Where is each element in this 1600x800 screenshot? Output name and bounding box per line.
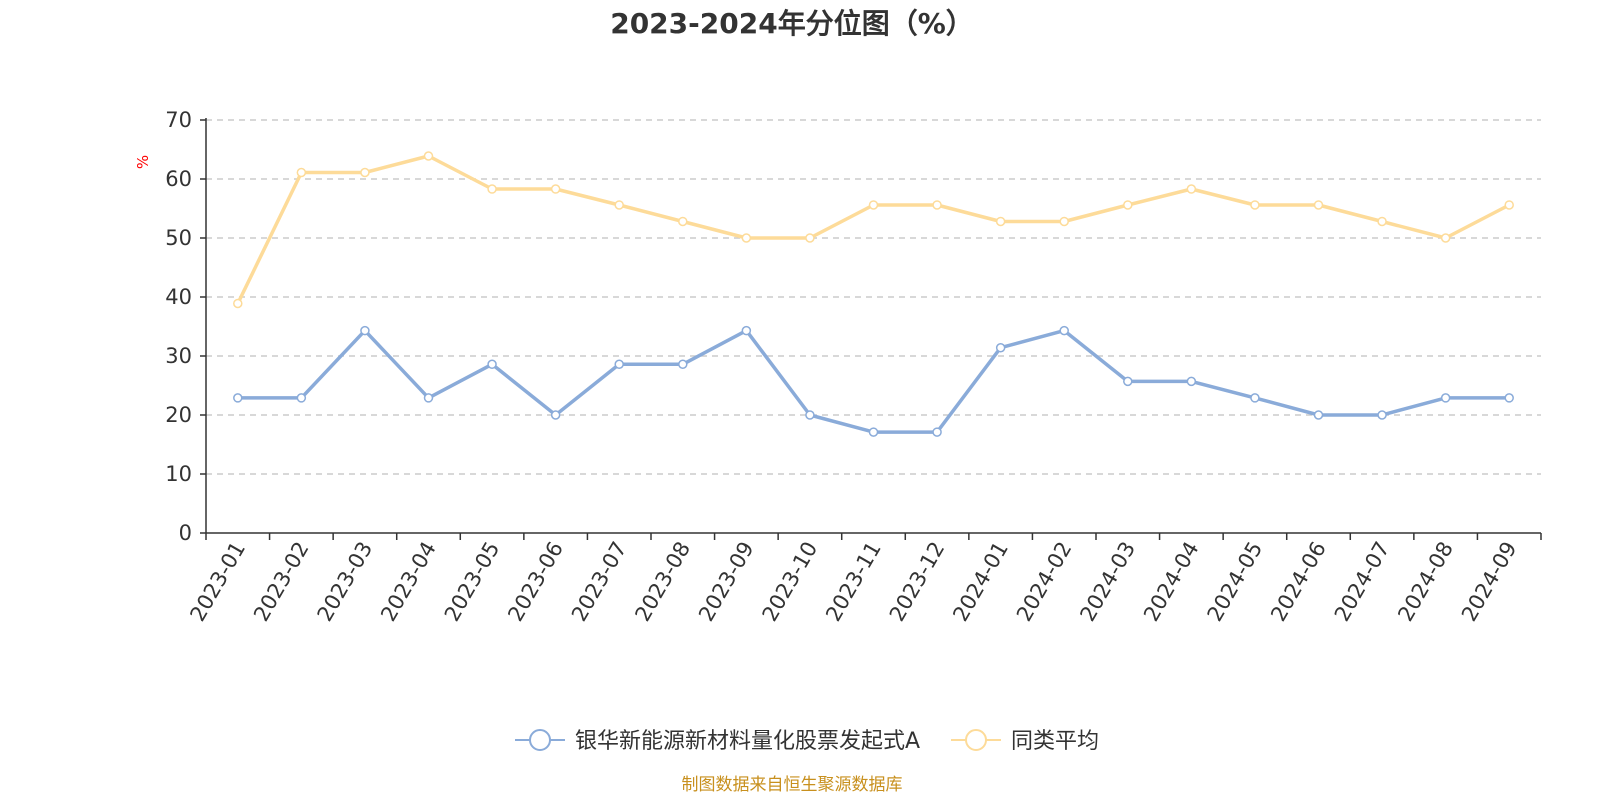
legend-marker-icon bbox=[965, 729, 987, 751]
data-point[interactable] bbox=[1186, 184, 1197, 194]
data-point[interactable] bbox=[423, 393, 434, 403]
data-point[interactable] bbox=[1059, 325, 1069, 336]
y-axis-ticks: 0 10 20 30 40 50 60 70 bbox=[165, 108, 206, 545]
series-layer bbox=[233, 151, 1514, 437]
y-tick-label: 30 bbox=[165, 344, 192, 368]
x-tick-label: 2023-09 bbox=[694, 538, 759, 626]
data-point[interactable] bbox=[614, 200, 624, 210]
data-point[interactable] bbox=[487, 359, 497, 370]
y-tick-label: 60 bbox=[165, 167, 192, 191]
data-point[interactable] bbox=[1440, 393, 1451, 403]
x-tick-label: 2024-06 bbox=[1266, 538, 1331, 626]
data-point[interactable] bbox=[678, 216, 688, 227]
data-point[interactable] bbox=[932, 427, 942, 437]
y-tick-label: 20 bbox=[165, 403, 192, 427]
data-point[interactable] bbox=[1186, 376, 1197, 387]
data-point[interactable] bbox=[805, 410, 815, 420]
x-tick-label: 2024-07 bbox=[1330, 538, 1395, 626]
y-axis-unit: % bbox=[134, 155, 152, 169]
x-tick-label: 2023-11 bbox=[821, 538, 886, 626]
x-tick-label: 2024-01 bbox=[948, 538, 1013, 626]
x-tick-label: 2023-12 bbox=[885, 538, 950, 626]
y-tick-label: 0 bbox=[179, 521, 192, 545]
grid-lines bbox=[206, 119, 1541, 475]
data-point[interactable] bbox=[550, 410, 561, 420]
legend-label: 银华新能源新材料量化股票发起式A bbox=[575, 729, 920, 754]
x-tick-label: 2024-09 bbox=[1457, 538, 1522, 626]
data-point[interactable] bbox=[1504, 200, 1514, 210]
data-point[interactable] bbox=[741, 325, 752, 336]
x-tick-label: 2023-07 bbox=[567, 538, 632, 626]
chart-title: 2023-2024年分位图（%） bbox=[610, 7, 974, 40]
data-point[interactable] bbox=[360, 325, 370, 336]
data-point[interactable] bbox=[614, 359, 624, 370]
data-point[interactable] bbox=[995, 216, 1006, 227]
data-point[interactable] bbox=[360, 167, 370, 178]
series-0 bbox=[233, 325, 1514, 437]
legend[interactable]: 银华新能源新材料量化股票发起式A 同类平均 bbox=[515, 729, 1099, 754]
x-axis-ticks: 2023-012023-022023-032023-042023-052023-… bbox=[185, 533, 1542, 626]
x-tick-label: 2023-08 bbox=[630, 538, 695, 626]
x-tick-label: 2023-04 bbox=[376, 538, 441, 626]
data-point[interactable] bbox=[296, 393, 307, 403]
series-1 bbox=[233, 151, 1514, 309]
data-point[interactable] bbox=[296, 167, 307, 178]
data-point[interactable] bbox=[805, 233, 815, 243]
legend-marker-icon bbox=[529, 729, 551, 751]
data-point[interactable] bbox=[1250, 200, 1260, 210]
x-tick-label: 2023-10 bbox=[758, 538, 823, 626]
data-point[interactable] bbox=[868, 427, 879, 437]
data-source-note: 制图数据来自恒生聚源数据库 bbox=[682, 775, 903, 795]
data-point[interactable] bbox=[1377, 410, 1387, 420]
data-point[interactable] bbox=[487, 184, 497, 194]
data-point[interactable] bbox=[741, 233, 752, 243]
x-tick-label: 2024-08 bbox=[1393, 538, 1458, 626]
axes bbox=[205, 118, 1541, 534]
data-point[interactable] bbox=[678, 359, 688, 370]
data-point[interactable] bbox=[1250, 393, 1260, 403]
legend-label: 同类平均 bbox=[1011, 729, 1099, 754]
x-tick-label: 2023-05 bbox=[440, 538, 505, 626]
data-point[interactable] bbox=[423, 151, 434, 161]
data-point[interactable] bbox=[995, 342, 1006, 353]
data-point[interactable] bbox=[1377, 216, 1387, 227]
x-tick-label: 2023-02 bbox=[249, 538, 314, 626]
x-tick-label: 2024-05 bbox=[1203, 538, 1268, 626]
x-tick-label: 2024-03 bbox=[1075, 538, 1140, 626]
x-tick-label: 2024-04 bbox=[1139, 538, 1204, 626]
legend-item[interactable]: 银华新能源新材料量化股票发起式A bbox=[515, 729, 920, 754]
data-point[interactable] bbox=[868, 200, 879, 210]
data-point[interactable] bbox=[1313, 200, 1324, 210]
data-point[interactable] bbox=[233, 393, 243, 403]
series-line bbox=[236, 154, 1511, 305]
data-point[interactable] bbox=[1123, 376, 1133, 387]
x-tick-label: 2023-01 bbox=[185, 538, 250, 626]
legend-item[interactable]: 同类平均 bbox=[951, 729, 1099, 754]
data-point[interactable] bbox=[1504, 393, 1514, 403]
y-tick-label: 50 bbox=[165, 226, 192, 250]
y-tick-label: 70 bbox=[165, 108, 192, 132]
data-point[interactable] bbox=[1440, 233, 1451, 243]
data-point[interactable] bbox=[1059, 216, 1069, 227]
data-point[interactable] bbox=[932, 200, 942, 210]
data-point[interactable] bbox=[1313, 410, 1324, 420]
data-point[interactable] bbox=[233, 298, 243, 309]
data-point[interactable] bbox=[550, 184, 561, 194]
y-tick-label: 10 bbox=[165, 462, 192, 486]
x-tick-label: 2023-06 bbox=[503, 538, 568, 626]
data-point[interactable] bbox=[1123, 200, 1133, 210]
y-tick-label: 40 bbox=[165, 285, 192, 309]
x-tick-label: 2023-03 bbox=[313, 538, 378, 626]
x-tick-label: 2024-02 bbox=[1012, 538, 1077, 626]
